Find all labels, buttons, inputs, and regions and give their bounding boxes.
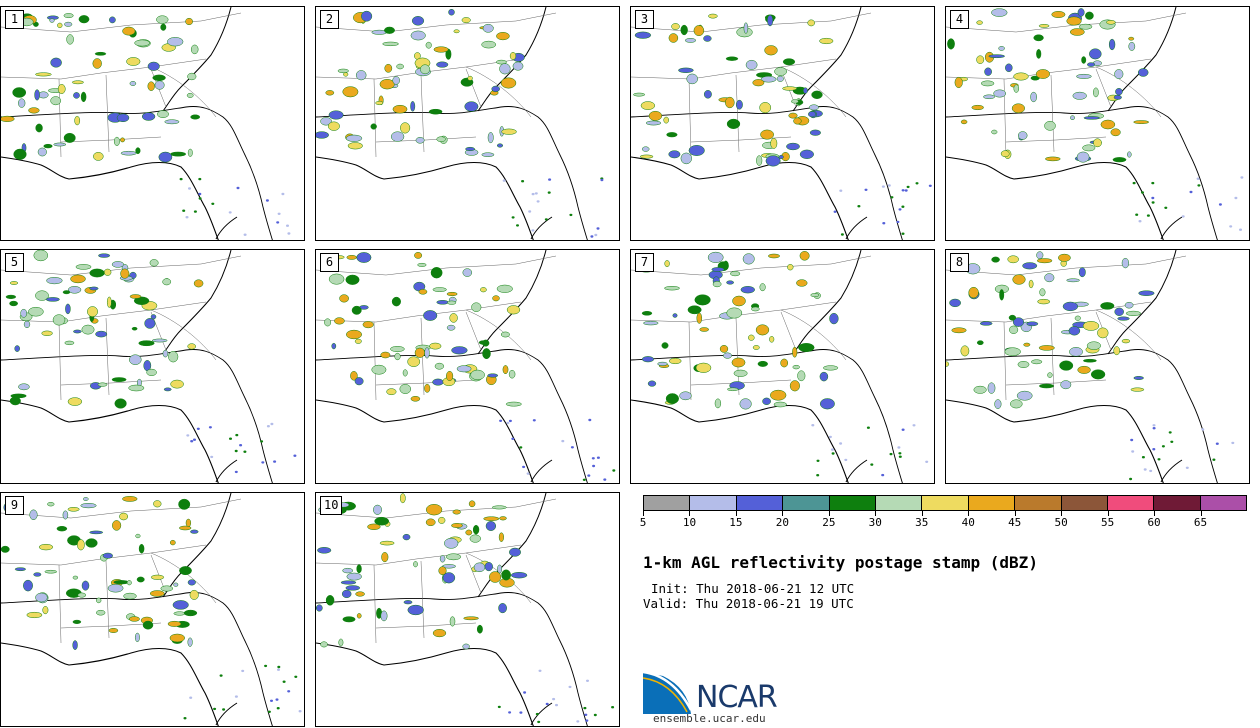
colorbar-tick — [921, 511, 923, 516]
ncar-logo-text: NCAR — [696, 680, 778, 715]
member-label: 2 — [320, 10, 339, 29]
colorbar-tick — [782, 511, 784, 516]
conus-se-map — [1, 7, 291, 240]
ensemble-member-panel: 2 — [315, 6, 620, 241]
colorbar-tick-label: 20 — [775, 516, 789, 529]
member-label: 1 — [5, 10, 24, 29]
colorbar-segment — [1200, 496, 1247, 510]
ensemble-member-panel: 5 — [0, 249, 305, 484]
conus-se-map — [316, 493, 615, 726]
colorbar-tick-label: 55 — [1100, 516, 1115, 529]
colorbar-tick-label: 5 — [639, 516, 647, 529]
colorbar-tick — [689, 511, 691, 516]
colorbar-tick — [735, 511, 737, 516]
colorbar-segment — [922, 496, 969, 510]
colorbar-tick-label: 50 — [1054, 516, 1068, 529]
colorbar-segment — [829, 496, 876, 510]
ensemble-member-panel: 6 — [315, 249, 620, 484]
colorbar-tick-label: 35 — [915, 516, 929, 529]
colorbar-segment — [1061, 496, 1108, 510]
conus-se-map — [316, 250, 616, 483]
colorbar-tick-label: 65 — [1193, 516, 1208, 529]
member-label: 4 — [950, 10, 969, 29]
colorbar-segment — [875, 496, 923, 510]
colorbar-tick-label: 10 — [682, 516, 697, 529]
reflectivity-colorbar — [643, 495, 1247, 511]
colorbar-tick — [1014, 511, 1016, 516]
colorbar-segment — [1154, 496, 1201, 510]
conus-se-map — [946, 7, 1244, 240]
colorbar-tick-label: 15 — [729, 516, 743, 529]
init-time: Init: Thu 2018-06-21 12 UTC — [651, 581, 855, 596]
ensemble-member-panel: 10 — [315, 492, 620, 727]
colorbar-segment — [1015, 496, 1062, 510]
member-label: 9 — [5, 496, 24, 515]
colorbar-segment — [644, 496, 691, 510]
colorbar-tick — [643, 511, 644, 516]
member-label: 7 — [635, 253, 654, 272]
colorbar-tick-label: 25 — [822, 516, 836, 529]
member-label: 3 — [635, 10, 654, 29]
ensemble-member-panel: 1 — [0, 6, 305, 241]
ensemble-member-panel: 8 — [945, 249, 1250, 484]
conus-se-map — [1, 493, 302, 726]
colorbar-segment — [690, 496, 737, 510]
member-label: 5 — [5, 253, 24, 272]
ncar-logo-icon — [643, 670, 693, 714]
colorbar-tick-label: 30 — [868, 516, 882, 529]
colorbar-tick-label: 45 — [1008, 516, 1022, 529]
conus-se-map — [1, 250, 297, 483]
ensemble-member-panel: 3 — [630, 6, 935, 241]
colorbar-tick — [1154, 511, 1156, 516]
colorbar-segment — [783, 496, 830, 510]
colorbar-tick — [1107, 511, 1109, 516]
colorbar-tick — [1061, 511, 1063, 516]
ensemble-member-panel: 7 — [630, 249, 935, 484]
conus-se-map — [631, 7, 932, 240]
valid-time: Valid: Thu 2018-06-21 19 UTC — [643, 596, 854, 611]
conus-se-map — [631, 250, 929, 483]
member-label: 8 — [950, 253, 969, 272]
member-label: 10 — [320, 496, 343, 515]
member-label: 6 — [320, 253, 339, 272]
colorbar-segment — [968, 496, 1016, 510]
ensemble-member-panel: 9 — [0, 492, 305, 727]
conus-se-map — [316, 7, 604, 240]
ensemble-url: ensemble.ucar.edu — [653, 712, 766, 725]
colorbar-segment — [736, 496, 784, 510]
colorbar-tick — [1200, 511, 1202, 516]
ensemble-member-panel: 4 — [945, 6, 1250, 241]
colorbar-tick — [875, 511, 877, 516]
colorbar-tick-label: 60 — [1147, 516, 1161, 529]
colorbar-tick — [968, 511, 970, 516]
colorbar-tick — [828, 511, 830, 516]
figure-title: 1-km AGL reflectivity postage stamp (dBZ… — [643, 553, 1038, 572]
colorbar-tick-label: 40 — [961, 516, 975, 529]
conus-se-map — [946, 250, 1235, 483]
colorbar-segment — [1107, 496, 1155, 510]
